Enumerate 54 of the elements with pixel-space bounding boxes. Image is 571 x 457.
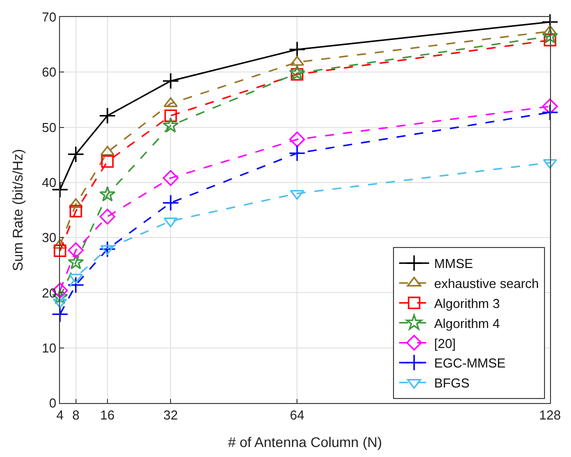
point [99, 186, 116, 202]
legend-label: Algorithm 3 [434, 296, 500, 311]
point [162, 170, 179, 186]
y-tick-label: 70 [42, 10, 56, 25]
point [54, 244, 66, 258]
point [542, 14, 558, 30]
point [98, 240, 116, 258]
point [67, 146, 84, 163]
point [164, 97, 178, 108]
y-tick-label: 60 [42, 64, 56, 80]
point [68, 242, 84, 258]
legend-label: [20] [434, 336, 456, 351]
point [68, 254, 84, 270]
legend-label: MMSE [434, 256, 474, 272]
point [164, 109, 177, 122]
point [542, 28, 558, 44]
point [289, 64, 306, 80]
point [70, 204, 82, 218]
x-tick-label: 128 [539, 408, 561, 423]
point [290, 68, 304, 81]
legend-label: Algorithm 4 [434, 316, 500, 331]
point [288, 144, 306, 162]
x-tick-label: 32 [163, 408, 178, 423]
legend-label: EGC-MMSE [434, 356, 506, 371]
y-tick-label: 50 [42, 120, 56, 135]
point [101, 155, 114, 168]
x-tick-label: 8 [72, 408, 80, 423]
y-axis-title: Sum Rate (bit/s/Hz) [10, 148, 26, 272]
x-tick-label: 64 [290, 408, 304, 423]
point [289, 132, 305, 148]
x-axis-title: # of Antenna Column (N) [228, 434, 382, 450]
x-tick-label: 16 [100, 408, 115, 423]
y-tick-label: 30 [42, 230, 56, 246]
point [52, 306, 68, 323]
point [162, 117, 179, 133]
point [162, 194, 180, 212]
y-tick-label: 10 [42, 340, 56, 356]
legend-label: exhaustive search [434, 276, 539, 292]
y-tick-label: 40 [42, 174, 56, 190]
point [98, 107, 116, 124]
point [100, 208, 116, 225]
point [162, 72, 180, 90]
point [67, 276, 84, 294]
point [68, 274, 83, 284]
y-tick-label: 0 [49, 396, 56, 411]
point [288, 41, 306, 58]
point [290, 56, 304, 66]
point [542, 98, 558, 114]
x-tick-label: 4 [56, 408, 64, 423]
point [544, 34, 556, 46]
point [100, 146, 115, 156]
point [290, 190, 304, 200]
point [542, 104, 558, 121]
legend-label: BFGS [434, 376, 470, 391]
